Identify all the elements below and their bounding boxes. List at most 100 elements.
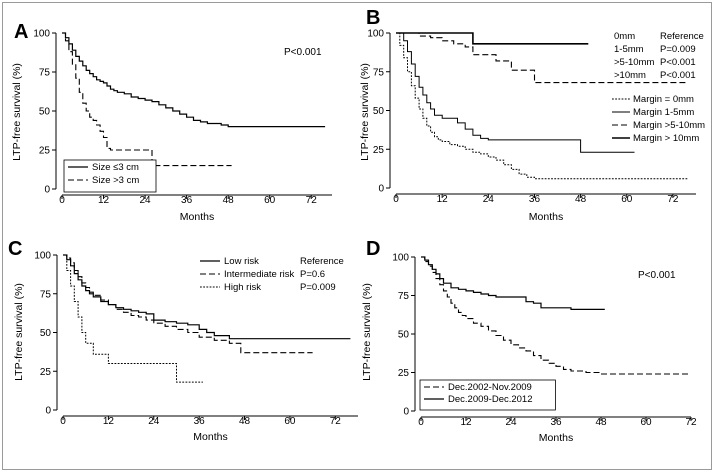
panel-d-y-tick-label: 25 xyxy=(398,368,410,379)
panel-c-y-tick-label: 100 xyxy=(34,251,51,262)
figure-frame xyxy=(2,2,712,470)
panel-b-series-2-curve xyxy=(396,32,635,153)
panel-c-y-tick-label: 50 xyxy=(40,328,52,339)
panel-a-x-axis-label: Months xyxy=(180,211,214,223)
panel-d-y-axis-label: LTP-free survival (%) xyxy=(361,283,373,381)
panel-c-series-2-curve xyxy=(63,254,313,354)
panel-b-legend-label-3: Margin >5-10mm xyxy=(633,120,705,131)
panel-b-legend-label-4: Margin > 10mm xyxy=(633,133,699,144)
panel-a-x-tick-label: 36 xyxy=(181,195,193,206)
panel-D-chart: D 0 25 50 75 100 0 12 24 36 48 60 72 Months LTP-free s… xyxy=(361,238,697,444)
panel-c-legend-p-3: P=0.009 xyxy=(300,282,336,293)
panel-b-x-tick-label: 60 xyxy=(621,194,633,205)
panel-a-y-axis-label: LTP-free survival (%) xyxy=(11,63,23,161)
panel-C-chart: C 0 25 50 75 100 0 12 24 36 48 60 72 Months LTP-free s… xyxy=(8,238,358,443)
panel-d-x-tick-label: 12 xyxy=(460,417,472,428)
panel-b-ptable-margin-3: >5-10mm xyxy=(614,57,654,68)
panel-d-x-tick-label: 0 xyxy=(418,417,424,428)
panel-a-series-2-curve xyxy=(62,32,232,167)
panel-c-legend-p-1: Reference xyxy=(300,256,344,267)
panel-d-x-tick-label: 24 xyxy=(505,417,517,428)
panel-b-x-tick-label: 36 xyxy=(529,194,541,205)
panel-d-series-1-curve xyxy=(421,256,691,375)
panel-a-legend-box xyxy=(63,159,157,193)
panel-a-x-tick-label: 48 xyxy=(223,195,235,206)
panel-a-y-tick-label: 0 xyxy=(44,185,50,196)
panel-a-x-tick-label: 0 xyxy=(59,195,65,206)
panel-d-legend-label-2: Dec.2009-Dec.2012 xyxy=(448,394,533,405)
panel-c-legend-label-2: Intermediate risk xyxy=(224,269,294,280)
panel-a-x-tick-label: 72 xyxy=(306,195,318,206)
panel-b-legend-label-1: Margin = 0mm xyxy=(633,94,694,105)
panel-a-letter: A xyxy=(14,21,28,43)
panel-d-x-tick-label: 72 xyxy=(685,417,697,428)
panel-b-ptable-margin-2: 1-5mm xyxy=(614,44,644,55)
panel-b-series-4-curve xyxy=(396,32,589,45)
panel-d-x-tick-label: 60 xyxy=(640,417,652,428)
panel-d-y-tick-label: 0 xyxy=(403,407,409,418)
panel-b-x-tick-label: 72 xyxy=(667,194,679,205)
panel-b-ptable-p-2: P=0.009 xyxy=(660,44,696,55)
panel-b-y-axis-label: LTP-free survival (%) xyxy=(359,63,371,161)
panel-c-x-tick-label: 12 xyxy=(103,416,115,427)
panel-c-x-tick-label: 36 xyxy=(194,416,206,427)
panel-c-y-tick-label: 25 xyxy=(40,367,52,378)
panel-d-p-value: P<0.001 xyxy=(638,270,676,281)
panel-a-y-tick-label: 50 xyxy=(39,107,51,118)
panel-a-y-tick-label: 25 xyxy=(39,146,51,157)
panel-c-series-3-curve xyxy=(63,254,203,383)
panel-c-letter: C xyxy=(8,238,22,260)
panel-A-chart: A 0 25 50 75 100 0 12 24 36 48 60 72 Months LTP-free s… xyxy=(11,21,332,223)
panel-a-x-tick-label: 12 xyxy=(98,195,110,206)
panel-b-ptable-p-4: P<0.001 xyxy=(660,70,696,81)
panel-c-x-tick-label: 24 xyxy=(148,416,160,427)
panel-b-y-tick-label: 25 xyxy=(373,145,385,156)
panel-d-legend-label-1: Dec.2002-Nov.2009 xyxy=(448,382,532,393)
panel-c-y-tick-label: 75 xyxy=(40,289,52,300)
panel-a-p-value: P<0.001 xyxy=(284,47,322,58)
panel-b-legend-label-2: Margin 1-5mm xyxy=(633,107,694,118)
panel-b-y-tick-label: 0 xyxy=(378,184,384,195)
panel-b-ptable-margin-4: >10mm xyxy=(614,70,646,81)
panel-c-legend-p-2: P=0.6 xyxy=(300,269,325,280)
panel-b-series-1-curve xyxy=(396,32,689,180)
panel-c-y-axis-label: LTP-free survival (%) xyxy=(13,283,25,381)
panel-c-x-tick-label: 0 xyxy=(60,416,66,427)
panel-d-legend-box xyxy=(419,379,556,411)
panel-b-x-tick-label: 48 xyxy=(575,194,587,205)
panel-c-legend-label-3: High risk xyxy=(224,282,261,293)
panel-c-x-tick-label: 72 xyxy=(330,416,342,427)
panel-b-y-tick-label: 75 xyxy=(373,67,385,78)
panel-c-x-tick-label: 60 xyxy=(284,416,296,427)
panel-c-x-tick-label: 48 xyxy=(239,416,251,427)
panel-a-series-1-curve xyxy=(62,32,326,128)
panel-d-x-tick-label: 48 xyxy=(595,417,607,428)
panel-c-series-1-curve xyxy=(63,254,351,340)
panel-b-y-tick-label: 100 xyxy=(367,29,384,40)
panel-b-ptable-p-1: Reference xyxy=(660,31,704,42)
panel-b-ptable-p-3: P<0.001 xyxy=(660,57,696,68)
panel-b-ptable-margin-1: 0mm xyxy=(614,31,635,42)
panel-b-x-tick-label: 0 xyxy=(393,194,399,205)
panel-d-y-tick-label: 50 xyxy=(398,330,410,341)
panel-c-y-tick-label: 0 xyxy=(45,406,51,417)
panel-c-legend-label-1: Low risk xyxy=(224,256,259,267)
panel-d-series-2-curve xyxy=(421,256,605,310)
panel-d-x-tick-label: 36 xyxy=(550,417,562,428)
panel-c-x-axis-label: Months xyxy=(193,431,227,443)
panel-b-series-3-curve xyxy=(396,32,689,84)
panel-d-letter: D xyxy=(366,238,380,260)
panel-d-y-tick-label: 100 xyxy=(392,253,409,264)
panel-d-y-tick-label: 75 xyxy=(398,291,410,302)
panel-B-chart: B 0 25 50 75 100 0 12 24 36 48 60 72 Months LTP-free s… xyxy=(359,7,705,223)
panel-a-x-tick-label: 60 xyxy=(264,195,276,206)
panel-b-x-tick-label: 12 xyxy=(437,194,449,205)
panel-b-x-axis-label: Months xyxy=(529,211,563,223)
panel-d-x-axis-label: Months xyxy=(539,432,573,444)
panel-b-y-tick-label: 50 xyxy=(373,106,385,117)
panel-a-legend-label-2: Size >3 cm xyxy=(92,175,139,186)
panel-a-legend-label-1: Size ≤3 cm xyxy=(92,162,139,173)
panel-a-y-tick-label: 100 xyxy=(33,29,50,40)
panel-a-y-tick-label: 75 xyxy=(39,68,51,79)
